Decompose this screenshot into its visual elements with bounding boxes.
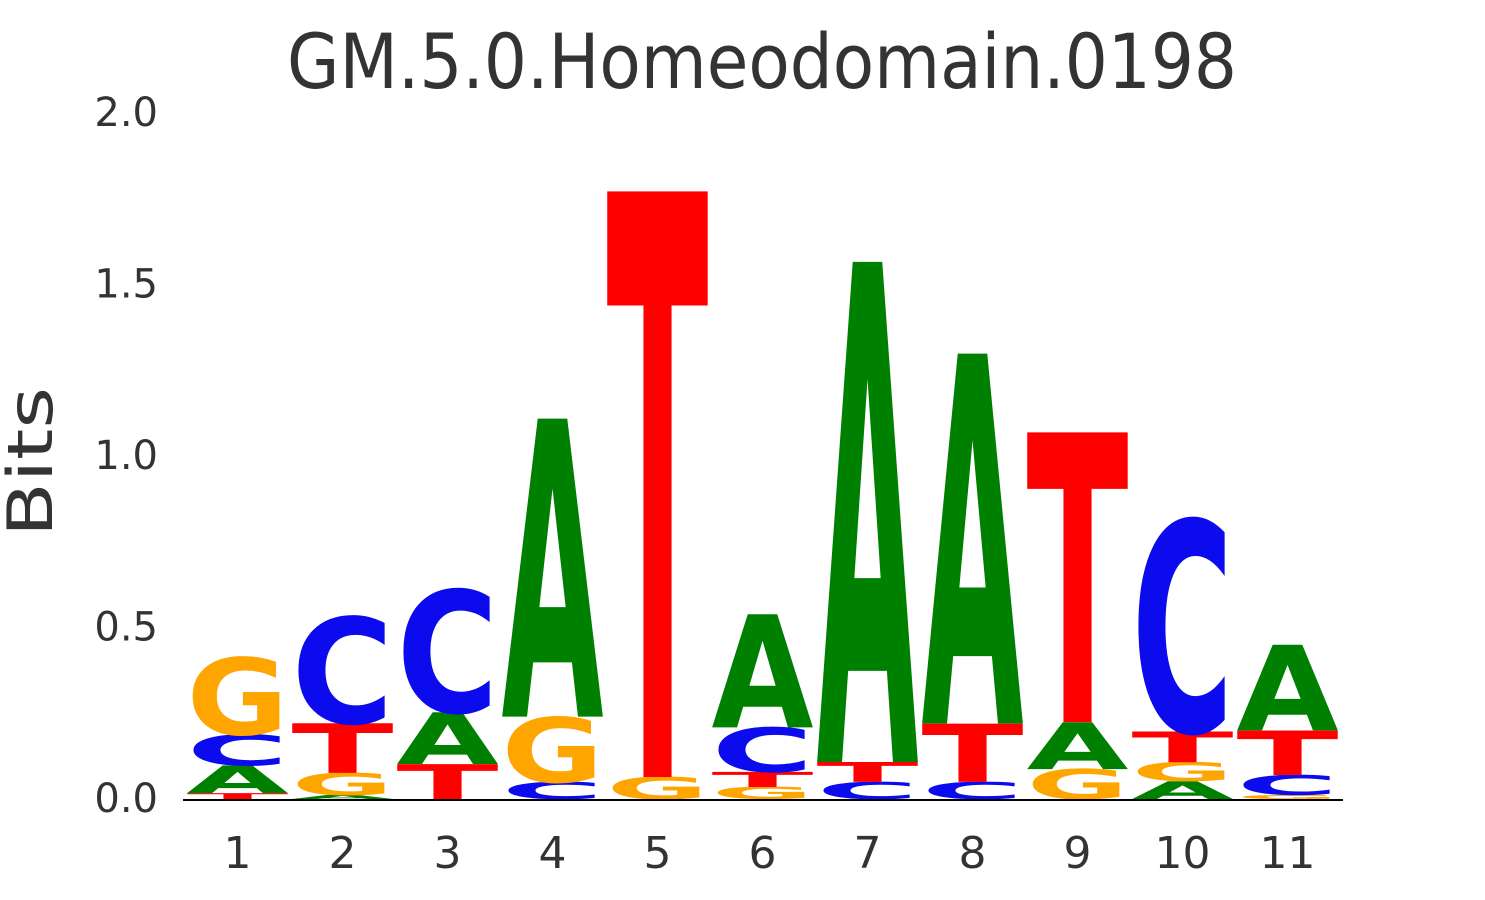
logo-letter-group: T xyxy=(397,755,500,811)
logo-letter: A xyxy=(187,758,290,802)
logo-letter: T xyxy=(1237,718,1340,790)
logo-letter-group: A xyxy=(712,584,814,765)
x-tick-label: 3 xyxy=(434,828,462,879)
logo-letter: C xyxy=(1132,464,1234,801)
logo-letter: C xyxy=(292,589,394,758)
logo-letter: T xyxy=(292,711,394,790)
logo-letter: T xyxy=(817,757,919,789)
logo-letter: G xyxy=(1237,794,1339,801)
logo-letter-group: A xyxy=(1027,709,1129,784)
logo-letter-group: G xyxy=(502,700,604,804)
logo-letter-group: T xyxy=(607,33,710,900)
x-tick-label: 9 xyxy=(1064,828,1092,879)
x-tick-label: 2 xyxy=(329,828,357,879)
logo-letter-group: G xyxy=(1237,794,1339,801)
logo-letter: C xyxy=(187,727,289,776)
logo-letter-group: G xyxy=(712,784,814,803)
logo-letter-group: A xyxy=(922,255,1025,845)
logo-letter-group: G xyxy=(292,767,394,802)
logo-letter: G xyxy=(1132,757,1234,787)
x-tick-label: 4 xyxy=(539,828,567,879)
x-tick-label: 5 xyxy=(644,828,672,879)
logo-letter: A xyxy=(712,584,814,765)
y-axis-ticks: 0.0 0.5 1.0 1.5 2.0 xyxy=(94,90,158,822)
logo-letter-group: A xyxy=(187,758,290,802)
logo-letter-group: T xyxy=(1237,718,1340,790)
logo-letter-group: C xyxy=(1132,464,1234,801)
chart-title: GM.5.0.Homeodomain.0198 xyxy=(287,17,1237,106)
logo-letter-group: A xyxy=(502,339,605,814)
logo-letter: A xyxy=(397,699,499,781)
logo-letter: C xyxy=(1237,770,1339,802)
x-tick-label: 6 xyxy=(749,828,777,879)
x-tick-label: 10 xyxy=(1155,828,1211,879)
logo-letter-group: A xyxy=(292,794,394,801)
logo-letter: A xyxy=(922,255,1025,845)
x-axis-ticks: 1 2 3 4 5 6 7 8 9 10 11 xyxy=(224,828,1316,879)
logo-letter: T xyxy=(607,33,710,900)
logo-letter: A xyxy=(292,794,394,801)
logo-letter-group: G xyxy=(1027,762,1129,810)
logo-letter-group: T xyxy=(1027,355,1130,817)
logo-letter: G xyxy=(502,700,604,804)
logo-letter-group: A xyxy=(817,125,920,900)
logo-letter: A xyxy=(1237,622,1339,759)
logo-letter-group: G xyxy=(187,638,289,760)
x-tick-label: 11 xyxy=(1260,828,1316,879)
logo-letter-group: T xyxy=(922,709,1024,802)
logo-letter: T xyxy=(1132,724,1234,773)
logo-letter-group: C xyxy=(187,727,289,776)
logo-letter-group: T xyxy=(292,711,394,790)
x-tick-label: 8 xyxy=(959,828,987,879)
logo-letter-group: A xyxy=(1237,622,1339,759)
logo-letter-group: C xyxy=(397,557,499,753)
logo-letter: G xyxy=(187,638,289,760)
logo-letter: G xyxy=(1027,762,1129,810)
logo-letter-group: G xyxy=(1132,757,1234,787)
logo-letter: T xyxy=(187,792,289,801)
x-tick-label: 1 xyxy=(224,828,252,879)
logo-letter-group: C xyxy=(712,715,814,787)
logo-letter: C xyxy=(397,557,499,753)
x-tick-label: 7 xyxy=(854,828,882,879)
y-tick-label: 2.0 xyxy=(94,90,158,136)
logo-letter: T xyxy=(922,709,1024,802)
y-tick-label: 0.0 xyxy=(94,776,158,822)
logo-letter: T xyxy=(712,768,814,792)
logo-letter-group: A xyxy=(397,699,499,781)
logo-letter: T xyxy=(397,755,500,811)
logo-letter-group: C xyxy=(1237,770,1339,802)
logo-letter: A xyxy=(1027,709,1129,784)
logo-letter: G xyxy=(712,784,814,803)
y-axis-label: Bits xyxy=(0,387,67,537)
logo-letter-group: T xyxy=(817,757,919,789)
logo-letter: T xyxy=(1027,355,1130,817)
logo-letter-group: T xyxy=(187,792,289,801)
logo-letter-group: T xyxy=(1132,724,1234,773)
logo-letter: A xyxy=(817,125,920,900)
logo-letter: G xyxy=(292,767,394,802)
logo-letter-group: C xyxy=(292,589,394,758)
logo-letter-group: T xyxy=(712,768,814,792)
logo-letter: A xyxy=(502,339,605,814)
y-tick-label: 1.0 xyxy=(94,433,158,479)
y-tick-label: 1.5 xyxy=(94,262,158,308)
y-tick-label: 0.5 xyxy=(94,605,158,651)
logo-letter: C xyxy=(712,715,814,787)
